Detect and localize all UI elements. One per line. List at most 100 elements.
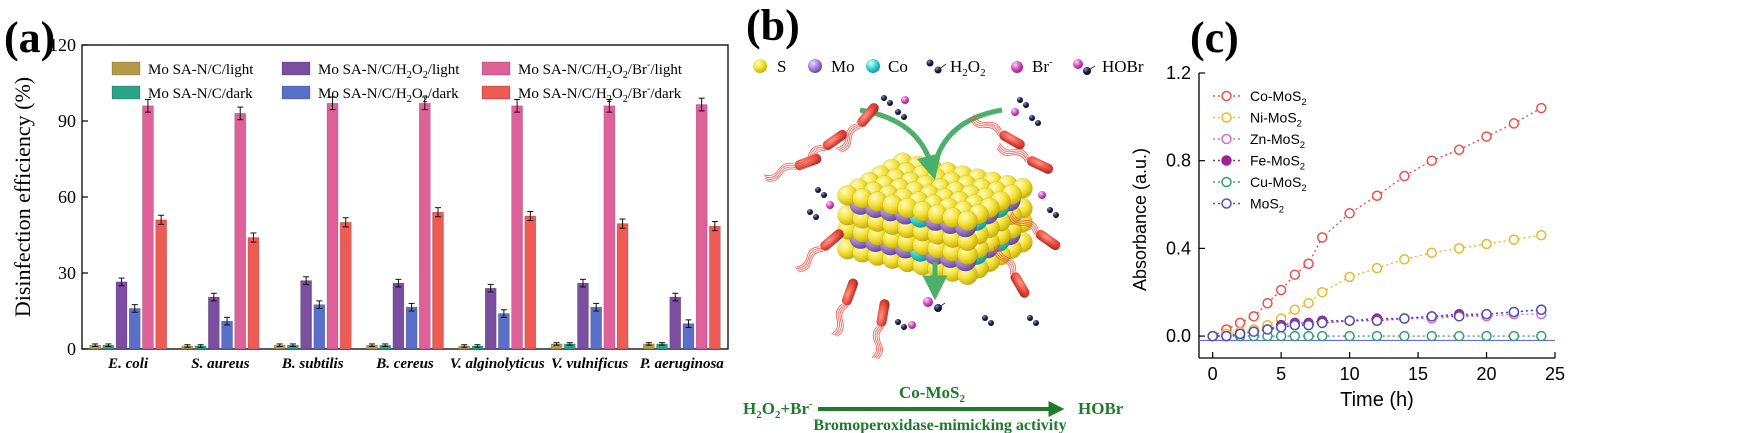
- x-tick-label: 5: [1276, 364, 1286, 384]
- label-part: Mo SA-N/C/H: [518, 86, 607, 102]
- h2o2-atom: [813, 214, 819, 220]
- legend-co-atom: [866, 59, 880, 73]
- br-ion: [908, 321, 916, 329]
- flagellum: [995, 245, 1013, 274]
- h2o2-atom: [815, 187, 821, 193]
- label-part: Mo SA-N/C/H: [318, 86, 407, 102]
- data-point: [1303, 330, 1314, 342]
- bacteria-group: [763, 103, 1061, 360]
- data-point: [1289, 269, 1301, 280]
- flagellum: [877, 327, 884, 360]
- bacterium: [996, 142, 1054, 174]
- react-sub2: 2: [775, 409, 781, 421]
- panel-label-b: (b): [746, 1, 800, 50]
- x-tick-label: 0: [1208, 364, 1218, 384]
- x-category-label: P. aeruginosa: [640, 356, 724, 372]
- flagellum: [998, 144, 1029, 159]
- y-tick-label: 60: [58, 187, 76, 207]
- data-point: [1426, 330, 1438, 342]
- data-point: [1371, 262, 1383, 274]
- data-point: [1275, 322, 1287, 333]
- flagellum: [763, 162, 794, 177]
- br-ion: [901, 96, 909, 104]
- flagellum: [972, 115, 1001, 133]
- bacterium-body: [857, 103, 879, 127]
- bacterium: [993, 243, 1030, 298]
- flagellum: [973, 114, 1002, 131]
- legend-label: Ni-MoS2: [1250, 110, 1302, 130]
- x-tick-label: 25: [1545, 364, 1565, 384]
- h2o2-atom: [895, 319, 901, 325]
- flagellum: [765, 166, 796, 180]
- br-ion: [826, 201, 834, 209]
- bacterium-body: [1010, 272, 1030, 298]
- legend-swatch: [111, 61, 141, 76]
- flagellum: [875, 326, 882, 359]
- data-point: [1399, 170, 1410, 182]
- flagellum: [1009, 214, 1037, 233]
- legend-co-label: Co: [888, 57, 908, 76]
- hobr-product: [923, 297, 946, 312]
- bar: [392, 282, 405, 350]
- data-point: [1344, 330, 1355, 342]
- legend-label: Mo SA-N/C/H2O2/Br-/light: [518, 60, 683, 82]
- label-part: Mo SA-N/C/light: [148, 62, 254, 78]
- flagellum: [836, 123, 857, 149]
- diagram-legend: S Mo Co H2O2 Br- HOBr: [753, 56, 1144, 79]
- bar: [498, 313, 510, 350]
- bar: [234, 113, 247, 350]
- y-tick-label: 30: [58, 263, 76, 283]
- h2o2-h: H: [950, 57, 962, 76]
- flagellum: [839, 125, 860, 152]
- bacterium: [831, 278, 859, 337]
- label-part: 2: [1297, 118, 1302, 129]
- data-point: [1234, 328, 1246, 340]
- legend-mo-label: Mo: [831, 57, 855, 76]
- bar: [326, 102, 339, 350]
- legend-hobr-label: HOBr: [1102, 57, 1144, 76]
- legend-label: Mo SA-N/C/H2O2/light: [318, 62, 460, 81]
- flagellum: [873, 326, 880, 359]
- legend-marker: [1221, 133, 1232, 145]
- h2o2-sub1: 2: [962, 67, 968, 79]
- legend-swatch: [281, 85, 311, 100]
- data-point: [1289, 319, 1301, 331]
- bacterium: [763, 153, 822, 182]
- flagellum: [837, 124, 859, 150]
- label-part: /Br: [628, 62, 647, 78]
- label-part: 2: [1300, 161, 1305, 172]
- data-point: [1453, 144, 1465, 155]
- bacterium-body: [822, 129, 848, 151]
- h2o2-atom: [901, 324, 907, 330]
- h2o2-atom: [1047, 207, 1053, 213]
- flagellum: [1008, 215, 1036, 235]
- data-point: [1289, 304, 1301, 316]
- legend-label: Mo SA-N/C/dark: [148, 86, 253, 102]
- bar: [300, 280, 312, 350]
- bar: [313, 304, 326, 350]
- label-part: /light: [650, 62, 683, 78]
- label-part: /dark: [428, 86, 459, 102]
- reaction-catalyst: Co-MoS2: [899, 383, 965, 405]
- y-axis-label: Disinfection efficiency (%): [10, 77, 35, 317]
- y-axis-label: Absorbance (a.u.): [1130, 148, 1150, 291]
- x-axis-label: Time (h): [1340, 389, 1414, 411]
- label-part: Ni-MoS: [1250, 110, 1297, 126]
- panel-label-a: (a): [4, 13, 55, 62]
- legend-marker: [1221, 155, 1232, 166]
- x-category-label: B. subtilis: [281, 356, 344, 372]
- br-ion: [1038, 191, 1046, 199]
- y-tick-label: 120: [49, 35, 76, 55]
- data-point: [1453, 330, 1465, 342]
- legend-marker: [1221, 112, 1232, 123]
- flagellum: [871, 325, 878, 359]
- data-point: [1371, 315, 1383, 326]
- flagellum: [996, 148, 1027, 162]
- reaction-left: H2O2+Br-: [743, 398, 813, 421]
- label-part: Co-MoS: [1250, 88, 1301, 104]
- flagellum: [836, 305, 849, 337]
- label-part: Zn-MoS: [1250, 131, 1300, 147]
- legend-br-label: Br-: [1032, 56, 1053, 76]
- label-part: 2: [607, 70, 612, 81]
- label-part: 2: [1301, 183, 1306, 194]
